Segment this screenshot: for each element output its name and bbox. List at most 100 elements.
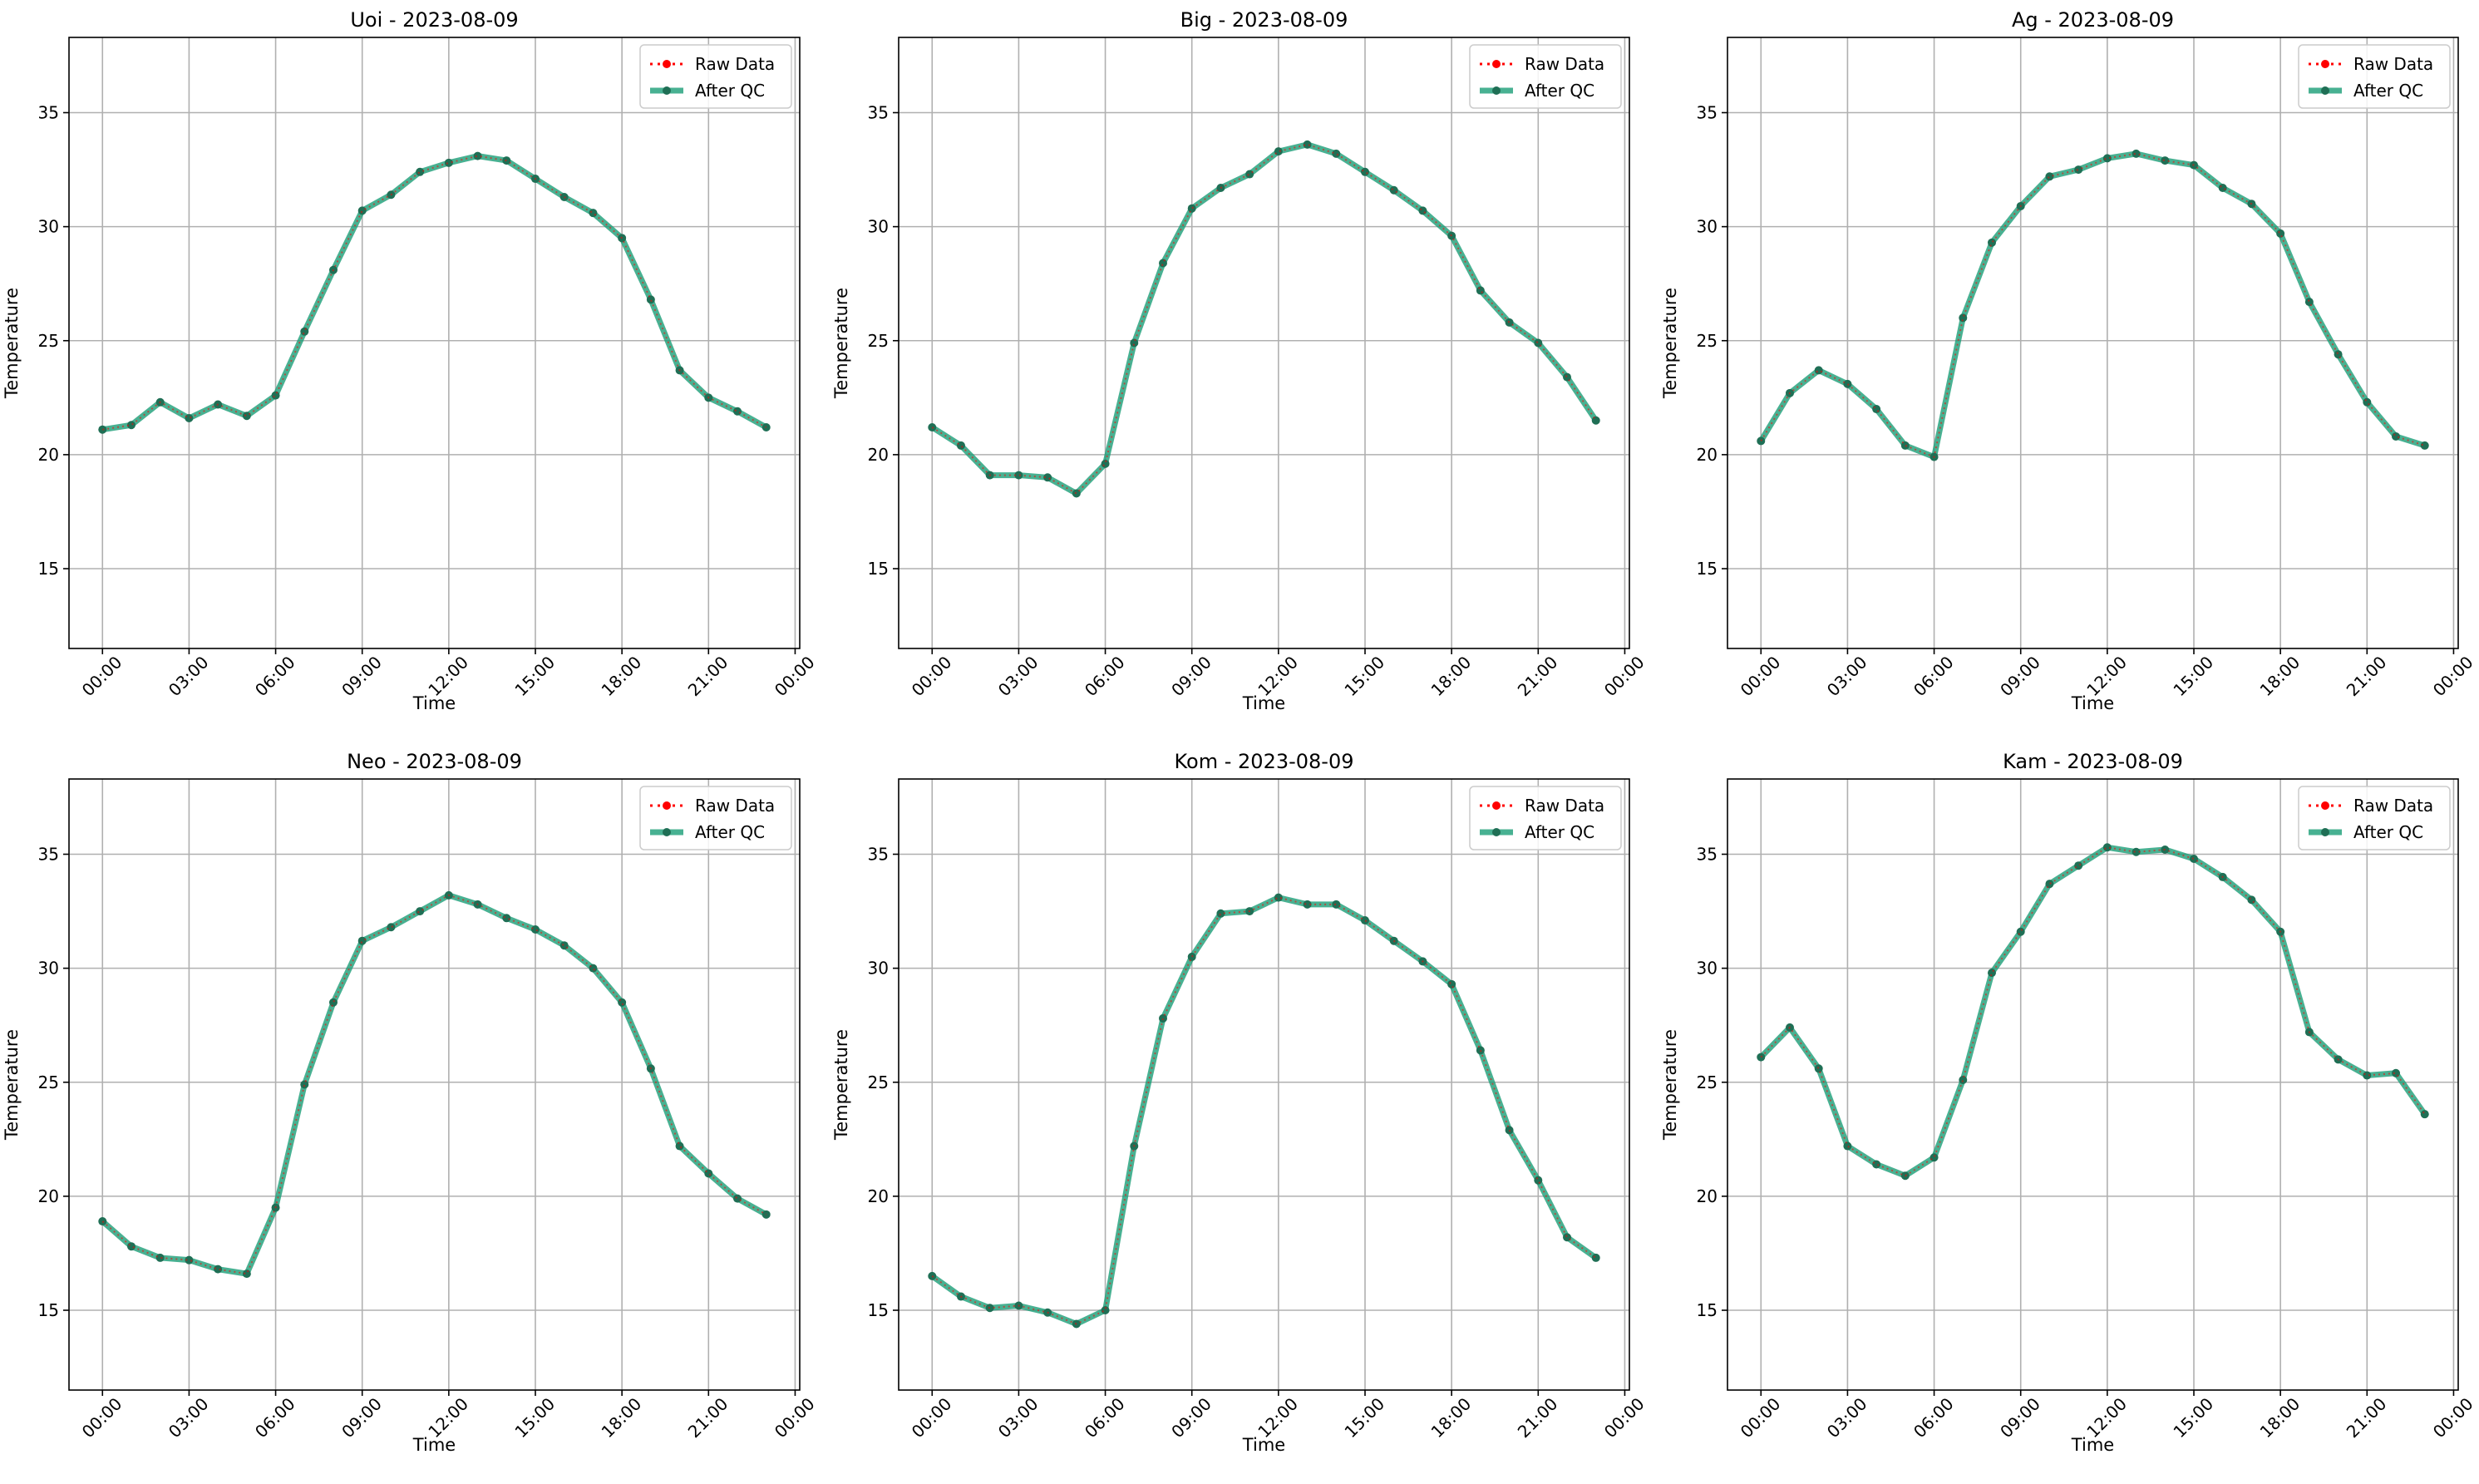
legend: Raw Data After QC [1469, 44, 1622, 109]
after-qc-point [1929, 1153, 1939, 1162]
after-qc-point [1216, 909, 1225, 918]
after-qc-point [1814, 366, 1823, 375]
after-qc-point [1014, 471, 1023, 480]
legend-label-after-qc: After QC [695, 81, 765, 101]
after-qc-point [2420, 441, 2429, 450]
subplot-1: 00:00 03:00 06:00 09:00 12:00 15:00 18:00 21:00… [831, 8, 1649, 713]
y-tick-label: 20 [868, 445, 889, 465]
y-axis-label: Temperature [2, 1029, 22, 1141]
legend-label-raw-data: Raw Data [2353, 796, 2433, 816]
subplot-5: 00:00 03:00 06:00 09:00 12:00 15:00 18:00 21:00… [1660, 750, 2477, 1455]
x-tick-label: 15:00 [510, 652, 559, 700]
series-after-qc-line [930, 141, 1599, 497]
after-qc-point [416, 167, 425, 176]
x-tick-label: 15:00 [2169, 1393, 2217, 1442]
x-tick-label: 15:00 [1340, 1393, 1388, 1442]
after-qc-point [1158, 259, 1167, 268]
subplot-title: Big - 2023-08-09 [1180, 8, 1348, 32]
legend: Raw Data After QC [639, 786, 792, 850]
series-raw-data-line [101, 894, 767, 1275]
series-raw-data-line [931, 143, 1597, 495]
series-after-qc-line [930, 895, 1598, 1327]
after-qc-point [2247, 895, 2256, 905]
after-qc-point [416, 907, 425, 916]
y-tick-label: 30 [1697, 217, 1718, 237]
x-tick-label: 00:00 [771, 1393, 819, 1442]
after-qc-point [1303, 140, 1312, 149]
axes-frame [68, 778, 801, 1391]
subplot-title: Ag - 2023-08-09 [2012, 8, 2174, 32]
after-qc-point [1303, 900, 1312, 909]
after-qc-point [2074, 165, 2083, 175]
x-tick-label: 15:00 [510, 1393, 559, 1442]
after-qc-point [1476, 286, 1485, 295]
y-tick-label: 15 [1697, 559, 1718, 579]
after-qc-point [1274, 893, 1283, 902]
after-qc-point [502, 914, 511, 923]
y-tick-label: 25 [868, 331, 889, 351]
y-tick-label: 25 [38, 331, 59, 351]
series-after-qc-line [1758, 150, 2426, 461]
legend-qc-marker [1492, 828, 1501, 836]
x-tick-label: 00:00 [78, 652, 126, 700]
after-qc-point [2420, 1110, 2429, 1119]
legend-label-after-qc: After QC [1525, 822, 1594, 842]
y-tick-label: 25 [1697, 331, 1718, 351]
legend: Raw Data After QC [2298, 44, 2451, 109]
after-qc-point [2074, 861, 2083, 870]
after-qc-point [589, 209, 598, 218]
y-tick-label: 35 [38, 845, 59, 865]
after-qc-point [1187, 952, 1196, 961]
y-tick-label: 30 [1697, 959, 1718, 979]
legend-label-raw-data: Raw Data [1525, 54, 1604, 74]
x-tick-label: 00:00 [1737, 1393, 1785, 1442]
legend: Raw Data After QC [639, 44, 792, 109]
after-qc-point [1361, 167, 1370, 176]
y-axis-label: Temperature [1660, 1029, 1680, 1141]
x-tick-label: 18:00 [1427, 652, 1476, 700]
after-qc-point [2045, 172, 2054, 181]
legend-label-after-qc: After QC [1525, 81, 1594, 101]
subplot-2: 00:00 03:00 06:00 09:00 12:00 15:00 18:00 21:00… [1660, 8, 2477, 713]
y-tick-label: 35 [1697, 103, 1718, 123]
after-qc-point [2363, 397, 2372, 407]
after-qc-point [675, 1141, 684, 1151]
x-tick-label: 06:00 [1081, 1393, 1129, 1442]
x-tick-label: 06:00 [1081, 652, 1129, 700]
y-tick-label: 20 [1697, 1186, 1718, 1206]
legend-label-raw-data: Raw Data [2353, 54, 2433, 74]
x-tick-label: 15:00 [2169, 652, 2217, 700]
after-qc-point [531, 925, 540, 934]
series-raw-data-line [1760, 152, 2426, 458]
after-qc-point [1591, 1253, 1600, 1262]
y-tick-label: 20 [38, 445, 59, 465]
after-qc-point [242, 1270, 251, 1279]
axes-frame [1727, 37, 2459, 649]
x-tick-label: 21:00 [684, 1393, 732, 1442]
after-qc-point [2045, 880, 2054, 889]
after-qc-point [733, 1194, 742, 1203]
y-tick-label: 25 [1697, 1072, 1718, 1092]
x-tick-label: 21:00 [1514, 652, 1562, 700]
x-tick-label: 18:00 [2256, 1393, 2304, 1442]
x-tick-label: 18:00 [598, 1393, 646, 1442]
axes-frame [1727, 778, 2459, 1391]
after-qc-point [185, 414, 194, 423]
y-axis-label: Temperature [831, 288, 851, 399]
after-qc-point [1332, 149, 1341, 158]
after-qc-point [300, 1080, 309, 1089]
y-tick-label: 20 [1697, 445, 1718, 465]
x-tick-label: 06:00 [251, 652, 299, 700]
after-qc-point [1900, 441, 1910, 450]
x-tick-label: 09:00 [1167, 652, 1215, 700]
after-qc-point [1389, 185, 1398, 195]
after-qc-point [956, 441, 965, 450]
after-qc-point [155, 1253, 165, 1262]
y-tick-label: 30 [868, 959, 889, 979]
after-qc-point [1872, 405, 1881, 414]
x-tick-label: 18:00 [598, 652, 646, 700]
after-qc-point [1332, 900, 1341, 909]
after-qc-point [1130, 338, 1139, 348]
x-tick-label: 03:00 [1823, 652, 1871, 700]
legend: Raw Data After QC [2298, 786, 2451, 850]
